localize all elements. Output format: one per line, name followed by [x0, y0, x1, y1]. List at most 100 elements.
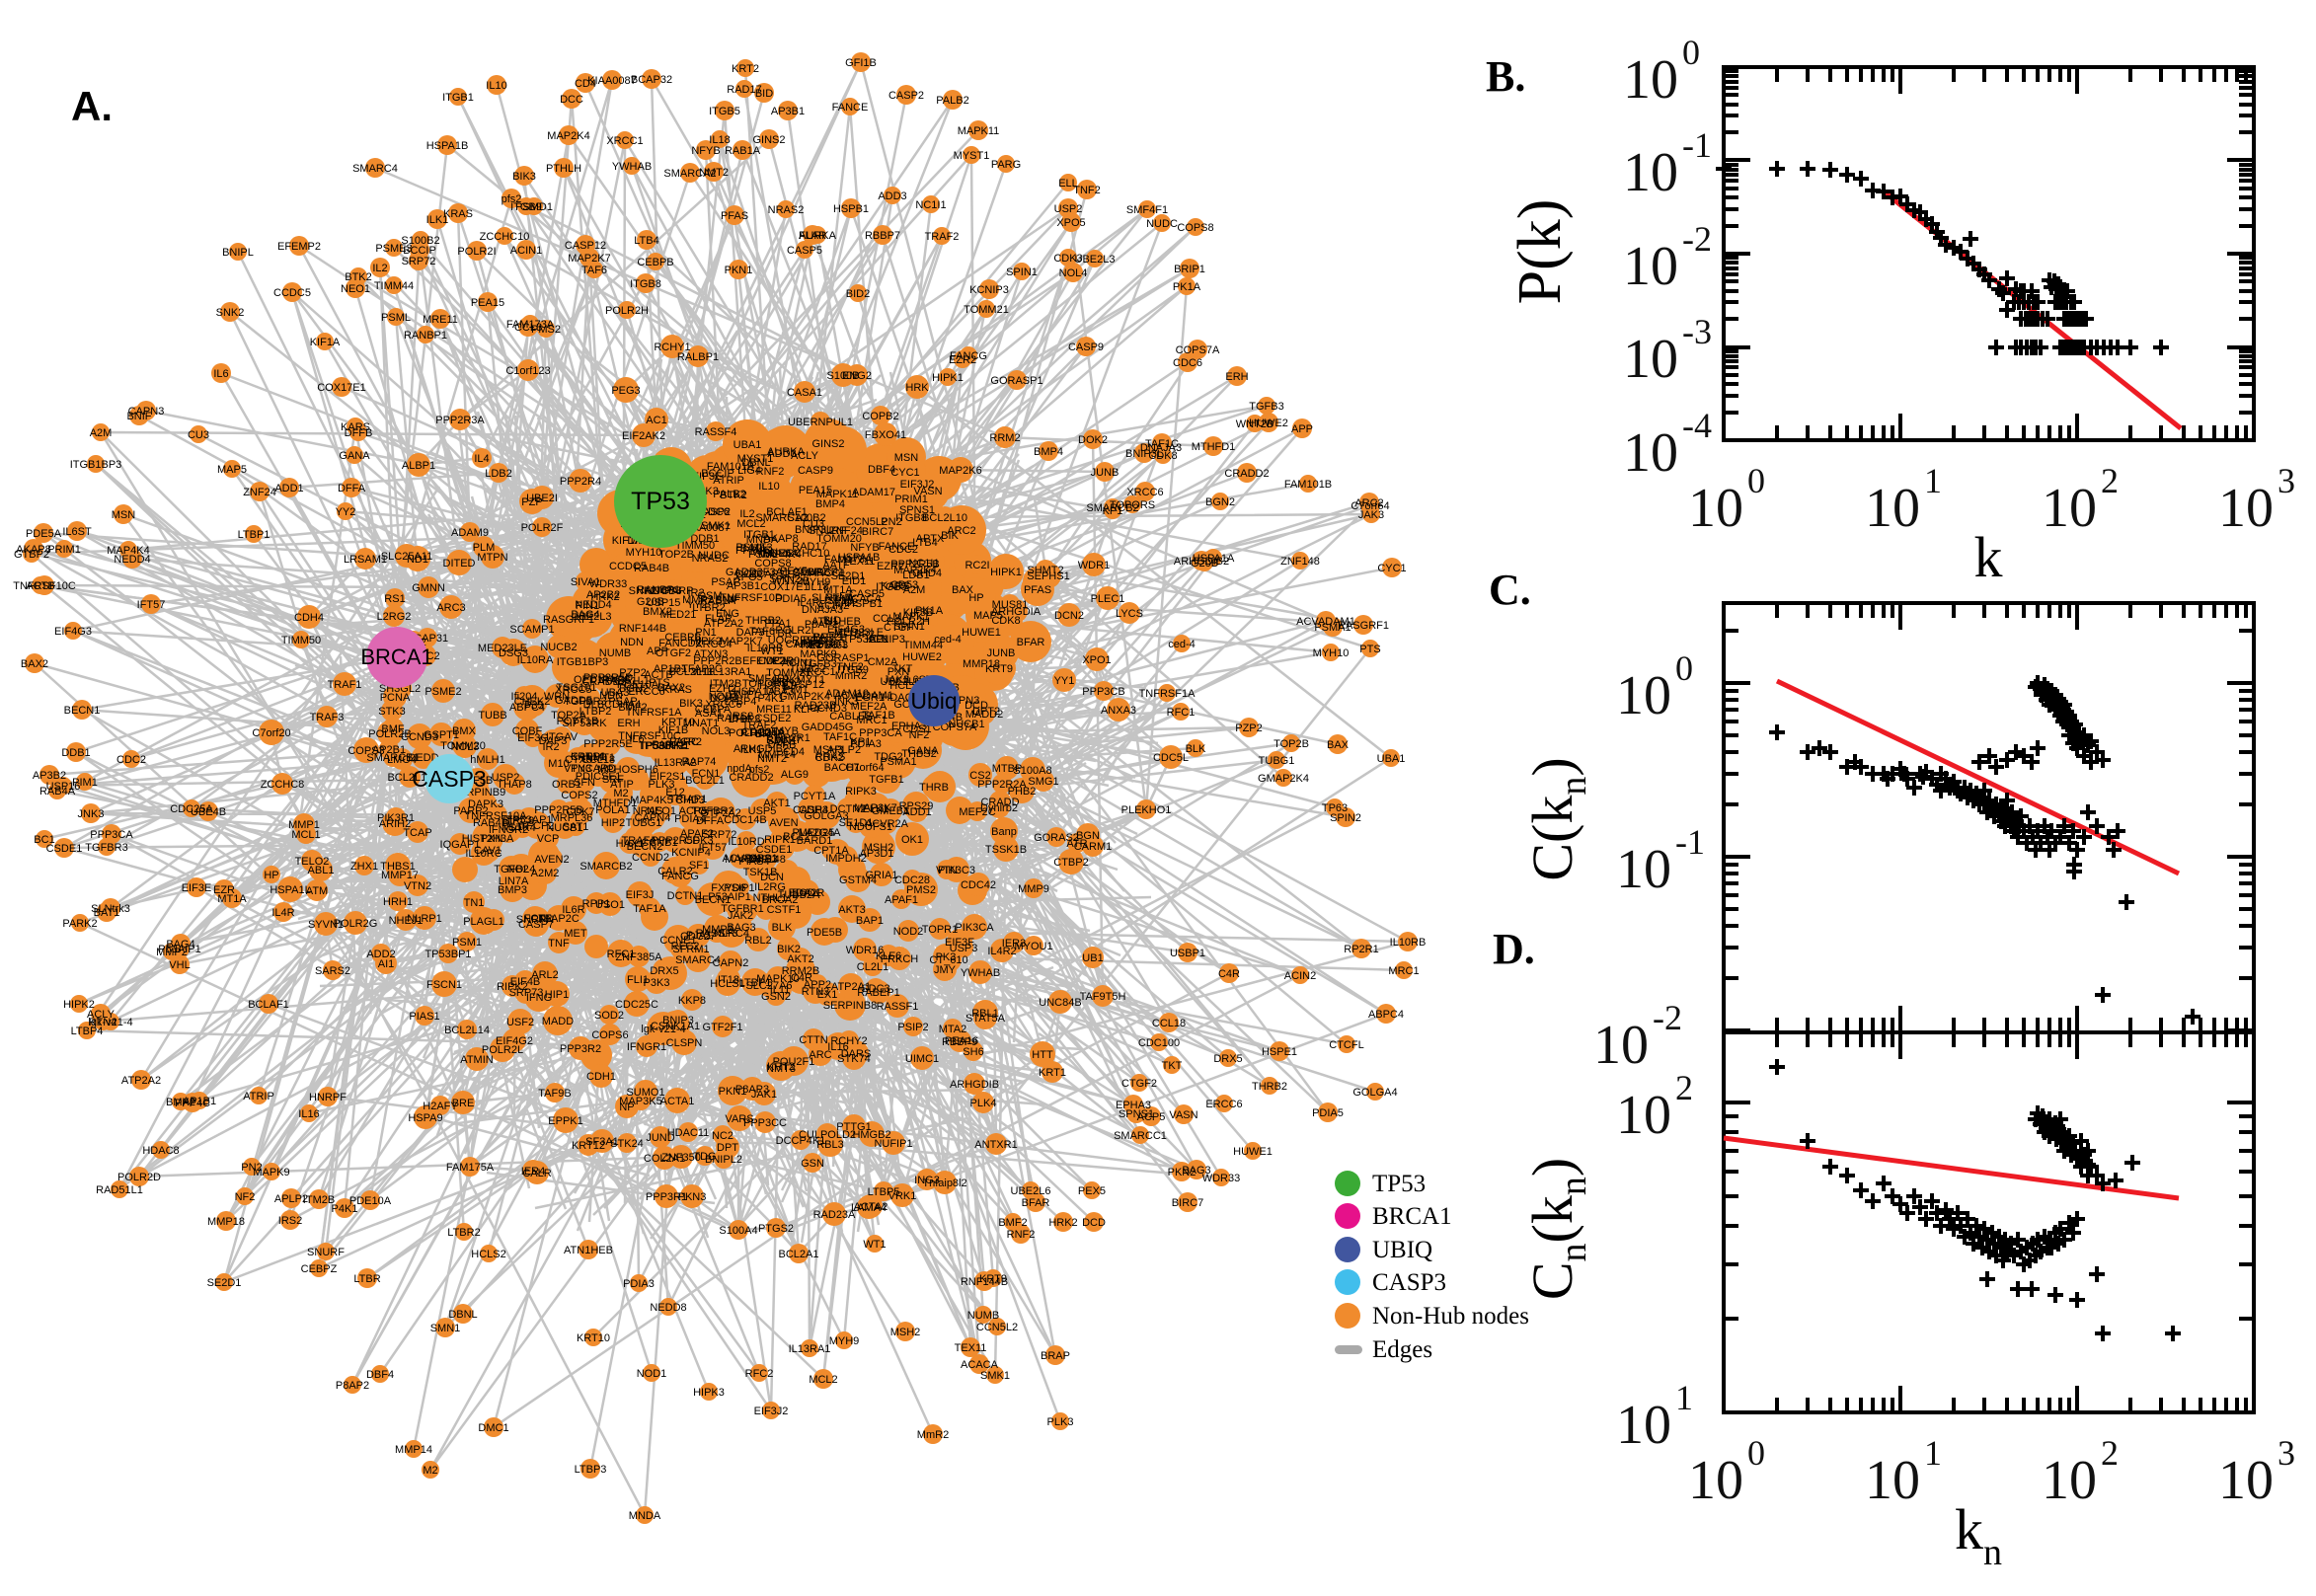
- svg-text:FANCG: FANCG: [950, 350, 987, 362]
- svg-text:DCTN1: DCTN1: [667, 890, 704, 902]
- svg-text:A2M: A2M: [90, 427, 113, 439]
- svg-text:CDH1: CDH1: [586, 1071, 616, 1083]
- svg-text:BLK: BLK: [1186, 743, 1206, 755]
- svg-text:P(k): P(k): [1506, 199, 1574, 305]
- svg-text:SMARCC1: SMARCC1: [1114, 1130, 1167, 1142]
- svg-text:NUMB: NUMB: [967, 1310, 999, 1322]
- svg-text:RPP1: RPP1: [582, 898, 611, 910]
- svg-text:UB1: UB1: [1082, 952, 1103, 964]
- svg-text:RBBP7: RBBP7: [865, 230, 900, 242]
- svg-text:RAB1A: RAB1A: [725, 145, 761, 157]
- svg-text:CEBPA: CEBPA: [695, 704, 732, 716]
- svg-text:SH6: SH6: [963, 1046, 983, 1058]
- svg-text:RIPK3: RIPK3: [845, 786, 877, 798]
- svg-text:CCNB1: CCNB1: [641, 837, 677, 849]
- svg-text:CCN5L2: CCN5L2: [976, 1322, 1018, 1333]
- svg-text:BCAP32: BCAP32: [631, 74, 672, 86]
- svg-text:ITGB9: ITGB9: [837, 664, 869, 676]
- svg-text:10: 10: [1865, 478, 1920, 539]
- svg-text:BFAR: BFAR: [1017, 637, 1045, 648]
- svg-text:EIF2S1: EIF2S1: [650, 771, 686, 783]
- svg-text:TAF6: TAF6: [581, 265, 607, 276]
- svg-text:A.: A.: [71, 83, 113, 129]
- svg-text:RAB4A: RAB4A: [39, 786, 76, 798]
- svg-text:BNIPL: BNIPL: [222, 247, 254, 259]
- svg-text:MED23LE: MED23LE: [478, 643, 527, 654]
- svg-text:TP53INP1: TP53INP1: [640, 740, 690, 752]
- svg-text:PLK4: PLK4: [970, 1098, 997, 1109]
- svg-text:PTHLH: PTHLH: [546, 163, 581, 175]
- svg-text:PFAS: PFAS: [1024, 584, 1051, 596]
- svg-text:RCHY2: RCHY2: [830, 1035, 867, 1047]
- svg-text:10: 10: [1623, 329, 1678, 390]
- svg-text:CALR2: CALR2: [657, 866, 692, 877]
- svg-text:IRS2: IRS2: [730, 711, 753, 722]
- svg-text:CABLES: CABLES: [829, 711, 872, 722]
- svg-text:VASN: VASN: [1169, 1109, 1197, 1121]
- svg-text:CYC1: CYC1: [1377, 563, 1406, 574]
- svg-text:PDIA4: PDIA4: [674, 813, 706, 825]
- svg-text:CASP4: CASP4: [793, 804, 828, 816]
- svg-text:P35: P35: [524, 700, 544, 712]
- svg-text:MYST1: MYST1: [737, 453, 774, 465]
- svg-text:BMP3: BMP3: [498, 884, 527, 896]
- svg-text:MSH2: MSH2: [890, 1327, 921, 1338]
- svg-text:PZP2: PZP2: [1235, 722, 1263, 734]
- svg-text:HIPK3: HIPK3: [693, 1387, 725, 1399]
- svg-text:OK1: OK1: [901, 834, 923, 846]
- svg-text:PARK2: PARK2: [62, 918, 97, 930]
- svg-text:NC1I1: NC1I1: [915, 199, 946, 211]
- svg-text:HIP2: HIP2: [601, 817, 625, 829]
- svg-text:HSPE1: HSPE1: [1262, 1046, 1297, 1058]
- svg-text:ITGB1: ITGB1: [743, 529, 775, 541]
- svg-text:PKN1: PKN1: [725, 265, 753, 276]
- svg-text:MAP2K7: MAP2K7: [568, 253, 610, 265]
- svg-text:APAF1: APAF1: [885, 894, 918, 906]
- svg-text:KP1: KP1: [851, 736, 872, 748]
- svg-text:TIPARP: TIPARP: [656, 585, 694, 597]
- svg-text:UBIQ: UBIQ: [1372, 1237, 1432, 1263]
- svg-text:HUWE2: HUWE2: [902, 651, 942, 663]
- svg-text:C.: C.: [1489, 566, 1531, 614]
- svg-text:CDK3: CDK3: [1053, 253, 1082, 265]
- svg-text:TNFRSF10D: TNFRSF10D: [720, 592, 783, 604]
- svg-text:NUFIP1: NUFIP1: [874, 1138, 912, 1150]
- svg-text:STK3: STK3: [378, 706, 406, 718]
- svg-text:HUWE1: HUWE1: [1233, 1146, 1273, 1158]
- svg-text:ATN1HEB: ATN1HEB: [564, 1245, 613, 1256]
- svg-text:DCD: DCD: [1082, 1217, 1106, 1229]
- svg-text:THRB: THRB: [919, 782, 949, 794]
- svg-text:ADD2: ADD2: [366, 949, 395, 960]
- svg-text:MYH10: MYH10: [1313, 647, 1350, 659]
- svg-text:PSML: PSML: [381, 312, 411, 324]
- svg-text:MRC1: MRC1: [1388, 965, 1419, 977]
- svg-text:MTHFD1: MTHFD1: [1192, 441, 1236, 453]
- svg-text:BCL2L10: BCL2L10: [922, 512, 967, 524]
- svg-text:APP2: APP2: [804, 979, 831, 991]
- svg-text:PCYT1A: PCYT1A: [794, 791, 836, 802]
- svg-text:GADD45G: GADD45G: [802, 722, 854, 733]
- svg-text:PIK3R1: PIK3R1: [377, 812, 415, 824]
- svg-text:ORB1: ORB1: [552, 779, 581, 791]
- svg-text:POLA1: POLA1: [595, 804, 630, 816]
- svg-text:MCL1: MCL1: [291, 829, 320, 841]
- svg-text:KKP8: KKP8: [678, 995, 706, 1007]
- svg-text:LTBP5: LTBP5: [868, 1186, 900, 1198]
- svg-text:KRT9: KRT9: [985, 663, 1013, 675]
- svg-text:HIP1: HIP1: [545, 989, 569, 1001]
- svg-text:IFT57: IFT57: [137, 599, 166, 611]
- svg-text:USP2: USP2: [1054, 203, 1083, 215]
- svg-text:Banp: Banp: [991, 826, 1017, 838]
- svg-text:CU3: CU3: [188, 429, 209, 441]
- svg-text:NOL3: NOL3: [451, 741, 480, 753]
- svg-text:MADD2: MADD2: [965, 709, 1004, 721]
- svg-text:lgk-v21-4: lgk-v21-4: [88, 1017, 132, 1028]
- svg-text:PPP3R2: PPP3R2: [560, 1043, 601, 1055]
- svg-text:TAF9T5H: TAF9T5H: [1080, 991, 1126, 1003]
- svg-text:IL13RA2: IL13RA2: [655, 757, 697, 769]
- svg-text:10: 10: [1593, 1015, 1649, 1076]
- svg-text:UBA1: UBA1: [1377, 753, 1406, 765]
- svg-text:HP: HP: [968, 592, 983, 604]
- svg-text:USP15: USP15: [647, 597, 681, 609]
- svg-text:PSIP1: PSIP1: [724, 882, 754, 894]
